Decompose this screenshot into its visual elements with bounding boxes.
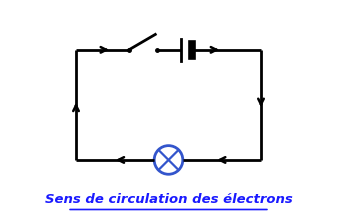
Text: Sens de circulation des électrons: Sens de circulation des électrons xyxy=(44,193,293,206)
